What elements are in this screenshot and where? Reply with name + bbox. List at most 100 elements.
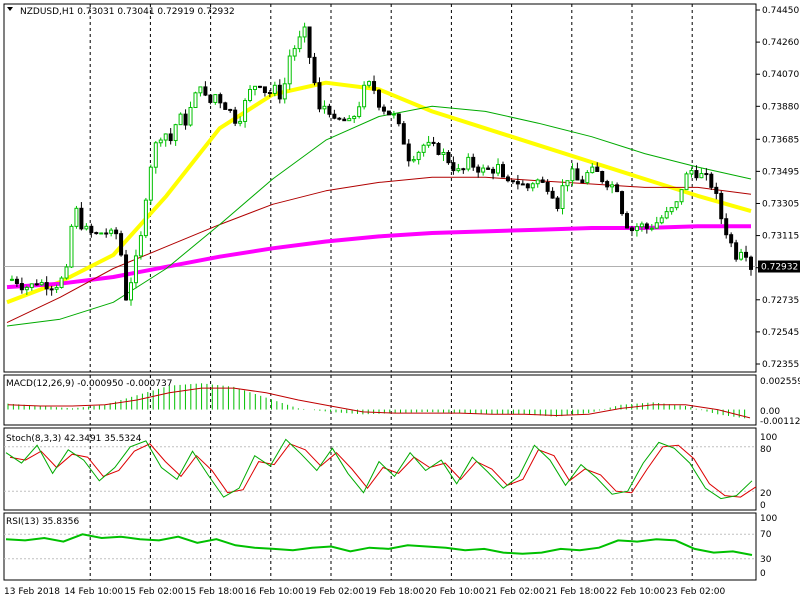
candle-body <box>396 113 401 125</box>
current-price-tag: 0.72932 <box>758 260 800 273</box>
moving-average-line <box>6 176 752 324</box>
candle-body <box>282 83 287 100</box>
candle-body <box>575 168 580 181</box>
candle-body <box>74 207 79 227</box>
y-tick-label: 0.74260 <box>762 38 799 48</box>
candle-body <box>153 142 158 168</box>
candle-body <box>94 232 99 235</box>
candle-body <box>228 108 233 111</box>
candle-body <box>615 184 620 193</box>
candle-body <box>416 151 421 161</box>
stochastic-pane-border <box>3 427 757 511</box>
macd-pane-border <box>3 374 757 426</box>
candle-body <box>501 164 505 178</box>
candle-body <box>545 181 550 192</box>
rsi-tick-30: 30 <box>760 555 772 565</box>
candle-body <box>729 234 734 244</box>
y-tick-label: 0.73880 <box>762 102 799 112</box>
candle-body <box>347 118 352 122</box>
candle-body <box>208 94 213 103</box>
candle-body <box>595 166 600 173</box>
x-tick-label: 15 Feb 18:00 <box>185 587 244 597</box>
candle-body <box>401 123 406 145</box>
candle-body <box>292 48 297 57</box>
vertical-gridlines <box>89 4 693 372</box>
candle-body <box>456 168 461 172</box>
y-tick-label: 0.74450 <box>762 6 799 16</box>
candle-body <box>322 105 327 110</box>
candle-body <box>238 120 243 124</box>
candle-body <box>59 277 64 288</box>
candle-body <box>724 218 729 236</box>
candle-body <box>471 156 476 168</box>
candle-body <box>476 166 481 173</box>
candle-body <box>173 124 178 142</box>
candle-body <box>24 286 29 291</box>
y-tick-label: 0.73115 <box>762 232 799 242</box>
candle-body <box>530 183 535 189</box>
candle-body <box>560 185 565 209</box>
candle-body <box>406 143 411 162</box>
stochastic-tick-0: 0 <box>760 501 766 511</box>
y-tick-label: 0.72355 <box>762 360 799 370</box>
stochastic-gridlines <box>4 428 756 510</box>
stochastic-pane: Stoch(8,3,3) 42.3491 35.5324 100 80 20 0 <box>3 427 777 511</box>
candle-body <box>565 180 570 187</box>
candle-body <box>540 179 545 183</box>
candle-body <box>307 26 312 58</box>
candle-body <box>44 282 49 290</box>
rsi-tick-70: 70 <box>760 530 772 540</box>
candle-body <box>620 191 625 215</box>
candle-body <box>64 266 69 279</box>
candle-body <box>39 282 44 286</box>
candle-body <box>719 192 724 220</box>
stochastic-tick-20: 20 <box>760 489 772 499</box>
y-tick-label: 0.73495 <box>762 167 799 177</box>
candle-body <box>421 144 426 153</box>
candle-body <box>381 106 386 112</box>
candle-body <box>272 84 277 94</box>
candle-body <box>89 225 94 234</box>
candle-body <box>570 168 575 182</box>
candle-body <box>386 110 391 116</box>
candle-body <box>317 82 322 110</box>
candle-body <box>525 183 530 189</box>
price-tag-background <box>758 260 800 273</box>
candle-body <box>9 278 14 281</box>
macd-histogram <box>7 383 746 419</box>
y-tick-label: 0.73685 <box>762 135 799 145</box>
candle-body <box>580 179 585 184</box>
x-tick-label: 21 Feb 18:00 <box>546 587 605 597</box>
candle-body <box>262 86 267 94</box>
candle-body <box>669 207 674 213</box>
candlesticks <box>9 22 753 306</box>
candle-body <box>143 199 148 237</box>
rsi-pane-border <box>3 512 757 581</box>
stochastic-signal-line <box>9 443 757 498</box>
stochastic-tick-100: 100 <box>760 433 777 443</box>
macd-signal-line <box>7 387 751 419</box>
candle-body <box>114 229 119 235</box>
y-tick-label: 0.74070 <box>762 70 799 80</box>
candle-body <box>133 255 138 284</box>
candle-body <box>367 81 372 86</box>
candle-body <box>257 85 262 88</box>
stochastic-main-line <box>5 438 753 500</box>
x-tick-label: 15 Feb 02:00 <box>124 587 183 597</box>
y-tick-label: 0.73305 <box>762 199 799 209</box>
candle-body <box>466 156 471 170</box>
candle-body <box>138 235 143 257</box>
candle-body <box>689 170 694 175</box>
candle-body <box>535 179 540 185</box>
candle-body <box>213 94 218 103</box>
candle-body <box>411 159 416 162</box>
candle-body <box>491 168 496 174</box>
candle-body <box>639 223 644 228</box>
candle-body <box>704 173 709 176</box>
candle-body <box>19 283 24 291</box>
candle-body <box>679 189 684 203</box>
candle-body <box>99 232 104 235</box>
candle-body <box>451 162 456 172</box>
dropdown-arrow-icon[interactable] <box>7 7 13 11</box>
candle-body <box>555 197 560 209</box>
